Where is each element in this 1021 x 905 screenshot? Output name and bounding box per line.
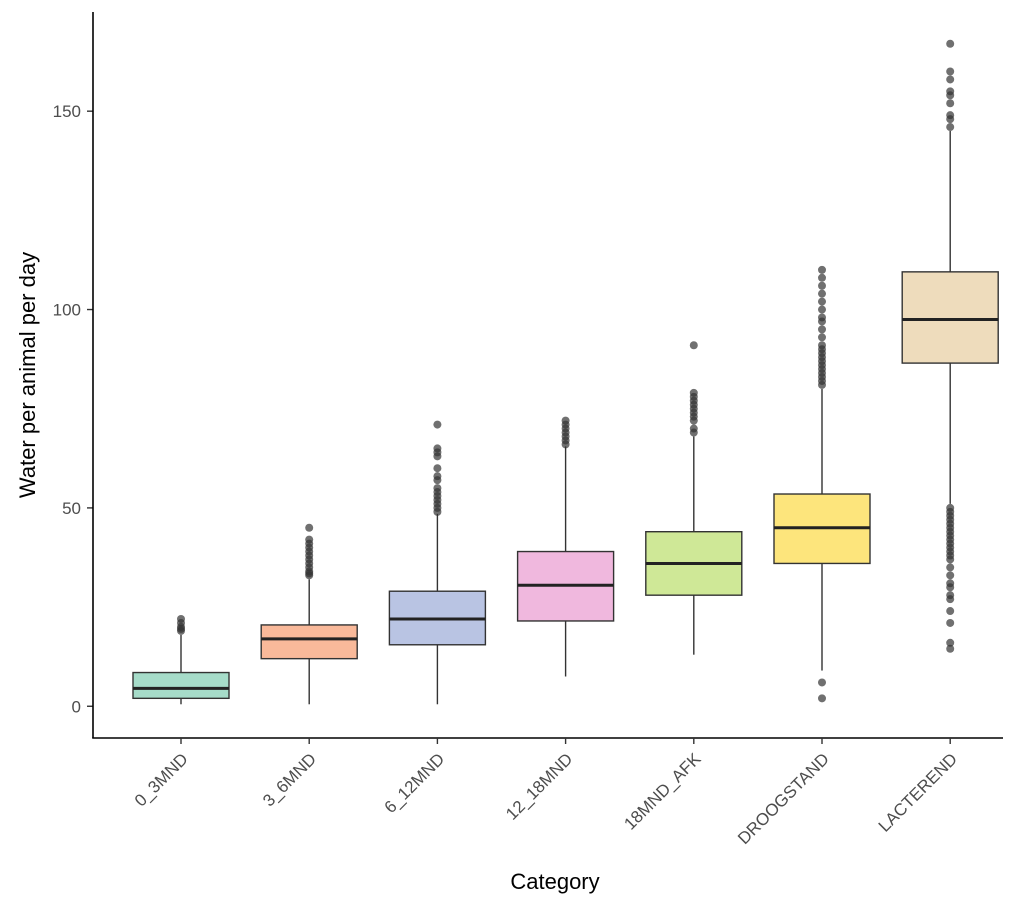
- box-group: [388, 420, 487, 705]
- outlier-point: [818, 289, 826, 298]
- outlier-point: [177, 614, 185, 623]
- y-axis-title: Water per animal per day: [15, 252, 40, 498]
- y-axis-ticks: 0 50 100 150: [53, 102, 93, 716]
- outlier-point: [818, 333, 826, 342]
- x-tick-label: 12_18MND: [502, 749, 576, 823]
- outlier-point: [946, 579, 955, 588]
- outlier-point: [305, 535, 314, 544]
- outlier-point: [305, 523, 314, 532]
- outlier-point: [818, 694, 826, 703]
- outlier-point: [818, 305, 826, 314]
- outlier-point: [818, 325, 826, 334]
- outlier-point: [946, 503, 955, 512]
- outlier-point: [689, 424, 698, 433]
- outlier-point: [946, 618, 955, 627]
- y-tick-label: 150: [53, 102, 81, 121]
- outlier-point: [561, 416, 570, 425]
- x-axis-ticks: 0_3MND 3_6MND 6_12MND 12_18MND 18MND_AFK DROO…: [131, 738, 961, 848]
- x-tick-label: 0_3MND: [131, 749, 192, 810]
- outlier-point: [433, 464, 442, 473]
- outlier-point: [433, 444, 442, 453]
- outlier-point: [433, 420, 442, 429]
- outlier-point: [433, 484, 442, 493]
- outlier-point: [689, 341, 698, 350]
- outlier-point: [946, 563, 955, 572]
- y-tick-label: 100: [53, 301, 81, 320]
- outlier-point: [946, 607, 955, 616]
- outlier-point: [818, 265, 826, 274]
- outlier-point: [946, 39, 955, 48]
- outlier-point: [946, 87, 955, 96]
- outlier-point: [818, 273, 826, 282]
- x-tick-label: 3_6MND: [259, 749, 320, 810]
- x-tick-label: 6_12MND: [381, 749, 449, 817]
- x-tick-label: 18MND_AFK: [620, 749, 705, 834]
- outlier-point: [818, 341, 826, 350]
- box-iqr: [132, 671, 230, 700]
- y-tick-label: 50: [62, 499, 81, 518]
- y-tick-label: 0: [72, 697, 81, 716]
- outlier-point: [433, 472, 442, 481]
- box-group: [516, 416, 615, 677]
- outlier-point: [818, 678, 826, 687]
- outlier-point: [946, 75, 955, 84]
- outlier-point: [946, 111, 955, 120]
- box-group: [645, 341, 743, 655]
- box-iqr: [901, 271, 999, 364]
- outlier-point: [946, 99, 955, 108]
- box-group: [901, 39, 999, 653]
- outlier-point: [946, 67, 955, 76]
- x-tick-label: DROOGSTAND: [734, 749, 833, 848]
- box-group: [260, 523, 358, 705]
- outlier-point: [818, 297, 826, 306]
- outlier-point: [946, 123, 955, 132]
- box-group: [773, 265, 871, 703]
- outlier-point: [689, 388, 698, 397]
- x-axis-title: Category: [510, 869, 599, 894]
- box-iqr: [260, 624, 358, 660]
- outlier-point: [818, 313, 826, 322]
- outlier-point: [946, 644, 955, 653]
- outlier-point: [818, 281, 826, 290]
- plot-area: [132, 39, 999, 705]
- outlier-point: [946, 591, 955, 600]
- x-tick-label: LACTEREND: [875, 749, 961, 835]
- outlier-point: [946, 638, 955, 647]
- outlier-point: [946, 571, 955, 580]
- box-group: [132, 614, 230, 705]
